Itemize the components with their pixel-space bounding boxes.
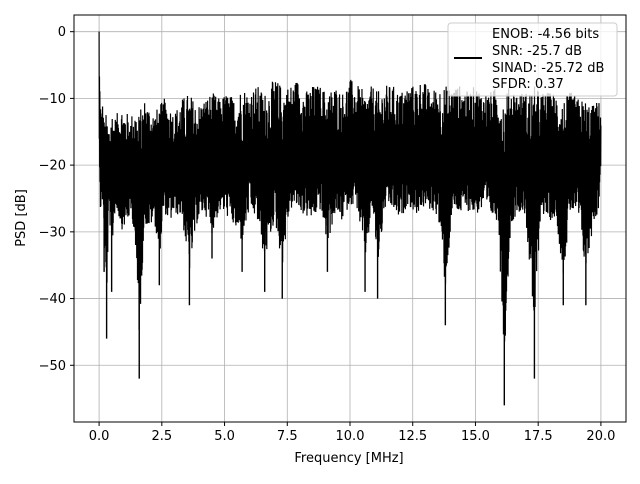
legend-enob: ENOB: -4.56 bits xyxy=(492,27,599,42)
legend-snr: SNR: -25.7 dB xyxy=(492,44,582,59)
psd-series-line xyxy=(98,31,602,342)
y-tick-label: −10 xyxy=(39,92,66,107)
psd-trace xyxy=(98,31,602,406)
x-tick-label: 15.0 xyxy=(461,429,490,444)
x-tick-label: 2.5 xyxy=(151,429,172,444)
x-tick-label: 17.5 xyxy=(524,429,553,444)
x-axis-label: Frequency [MHz] xyxy=(294,451,403,466)
y-tick-label: −30 xyxy=(39,225,66,240)
legend-box xyxy=(447,22,618,97)
x-tick-label: 7.5 xyxy=(277,429,298,444)
y-tick-label: 0 xyxy=(58,25,66,40)
legend-sinad: SINAD: -25.72 dB xyxy=(492,61,604,76)
y-axis-label: PSD [dB] xyxy=(14,189,29,247)
x-tick-label: 10.0 xyxy=(336,429,365,444)
x-tick-label: 12.5 xyxy=(398,429,427,444)
x-tick-label: 0.0 xyxy=(89,429,110,444)
y-tick-label: −40 xyxy=(39,292,66,307)
y-tick-label: −50 xyxy=(39,359,66,374)
x-axis-ticks: 0.0 2.5 5.0 7.5 10.0 12.5 15.0 17.5 20.0 xyxy=(89,422,615,444)
x-tick-label: 20.0 xyxy=(586,429,615,444)
y-tick-label: −20 xyxy=(39,159,66,174)
x-tick-label: 5.0 xyxy=(214,429,235,444)
legend: ENOB: -4.56 bits SNR: -25.7 dB SINAD: -2… xyxy=(447,22,618,97)
y-axis-ticks: 0 −10 −20 −30 −40 −50 xyxy=(39,25,74,374)
legend-sfdr: SFDR: 0.37 xyxy=(492,77,564,92)
